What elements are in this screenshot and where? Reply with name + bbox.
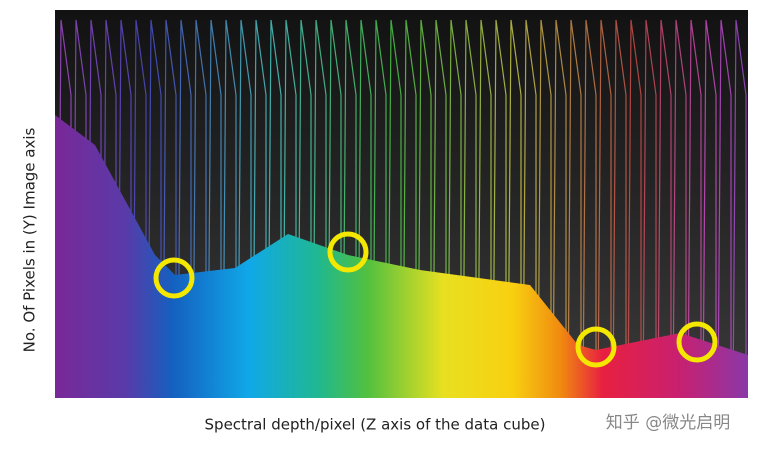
spectral-line bbox=[177, 19, 192, 399]
spectral-line bbox=[492, 19, 507, 399]
spectral-line bbox=[342, 19, 357, 399]
circle bbox=[575, 326, 617, 368]
spectral-line bbox=[147, 19, 162, 399]
spectral-line bbox=[192, 19, 207, 399]
spectral-line bbox=[237, 19, 252, 399]
spectral-line bbox=[672, 19, 687, 399]
spectral-line bbox=[687, 19, 702, 399]
spectral-line bbox=[447, 19, 462, 399]
circle bbox=[676, 321, 718, 363]
spectral-line bbox=[537, 19, 552, 399]
spectral-line bbox=[732, 19, 747, 399]
spectral-line bbox=[327, 19, 342, 399]
spectral-line bbox=[387, 19, 402, 399]
spectral-line bbox=[507, 19, 522, 399]
spectral-line bbox=[657, 19, 672, 399]
spectral-line bbox=[612, 19, 627, 399]
spectral-line bbox=[372, 19, 387, 399]
spectral-line bbox=[642, 19, 657, 399]
x-axis-label: Spectral depth/pixel (Z axis of the data… bbox=[205, 416, 546, 434]
watermark: 知乎 @微光启明 bbox=[606, 413, 730, 433]
spectral-line bbox=[567, 19, 582, 399]
spectral-line bbox=[717, 19, 732, 399]
spectral-line bbox=[357, 19, 372, 399]
spectral-line bbox=[162, 19, 177, 399]
spectral-line bbox=[552, 19, 567, 399]
spectral-line bbox=[477, 19, 492, 399]
spectral-line bbox=[402, 19, 417, 399]
spectral-line bbox=[417, 19, 432, 399]
highlight-circles bbox=[153, 231, 718, 368]
spectral-line bbox=[462, 19, 477, 399]
circle bbox=[153, 257, 195, 299]
spectral-line bbox=[207, 19, 222, 399]
spectral-line bbox=[582, 19, 597, 399]
spectral-line bbox=[222, 19, 237, 399]
spectral-line bbox=[312, 19, 327, 399]
spectral-line bbox=[252, 19, 267, 399]
spectral-line bbox=[702, 19, 717, 399]
spectral-line bbox=[432, 19, 447, 399]
spectral-line bbox=[627, 19, 642, 399]
spectral-line bbox=[597, 19, 612, 399]
y-axis-label: No. Of Pixels in (Y) Image axis bbox=[21, 127, 39, 352]
circle bbox=[327, 231, 369, 273]
spectral-line bbox=[522, 19, 537, 399]
spectral-profile bbox=[55, 115, 748, 398]
